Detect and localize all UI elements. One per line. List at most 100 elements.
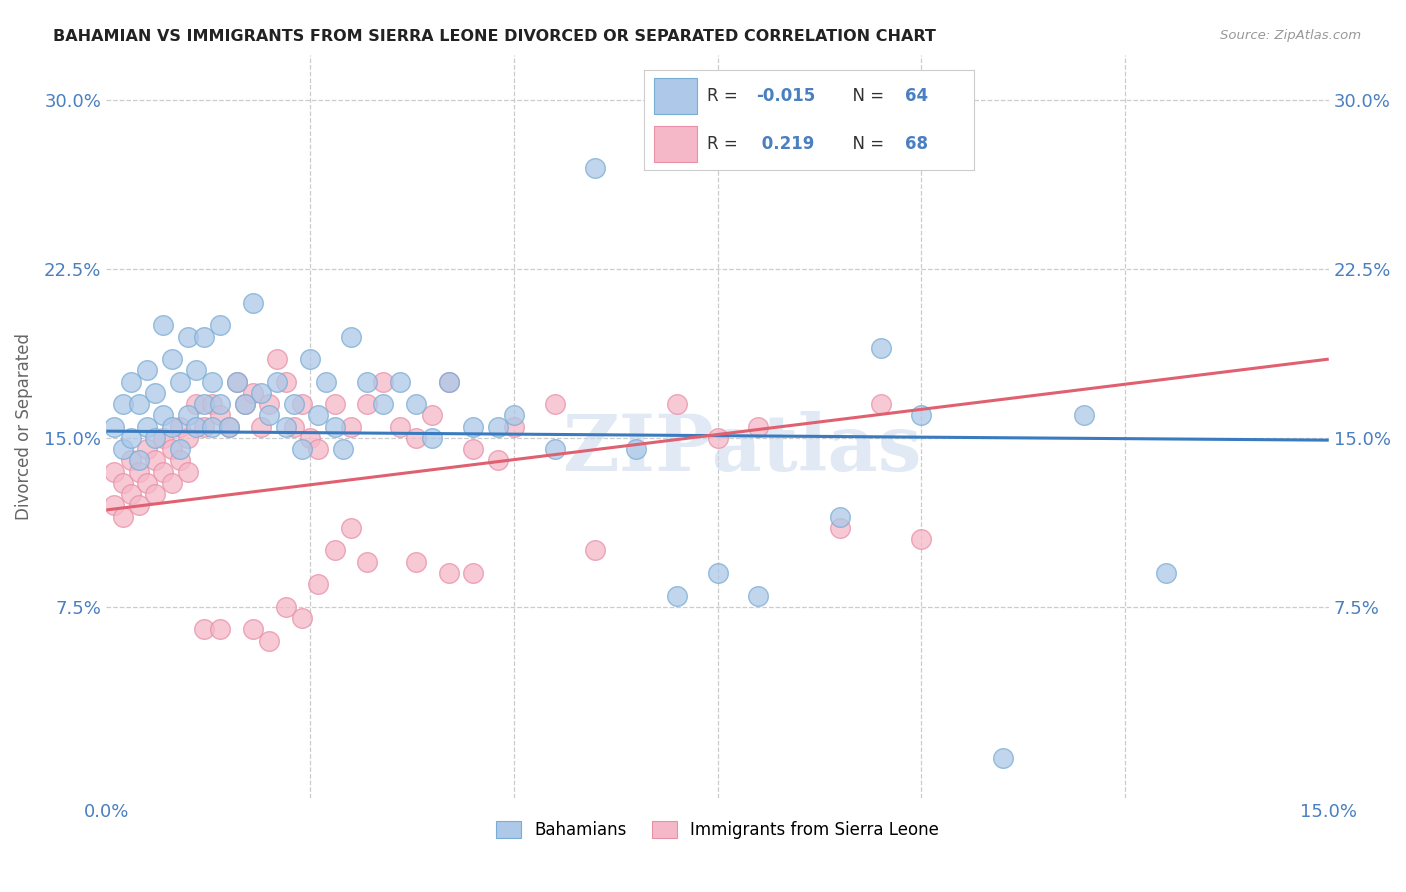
Point [128,453,150,467]
Point [437,375,460,389]
Legend: Bahamians, Immigrants from Sierra Leone: Bahamians, Immigrants from Sierra Leone [489,814,946,846]
Point [869,341,891,355]
Text: Source: ZipAtlas.com: Source: ZipAtlas.com [1220,29,1361,42]
Point [624,442,647,457]
Point [209,622,232,636]
Point [502,419,524,434]
Point [193,329,215,343]
Point [250,419,273,434]
Point [193,622,215,636]
Point [274,419,297,434]
Point [266,375,288,389]
Point [373,375,395,389]
Point [111,475,134,490]
Point [461,442,484,457]
Point [169,442,191,457]
Point [209,397,232,411]
Point [143,385,166,400]
Point [1073,409,1095,423]
Point [502,409,524,423]
Point [160,419,183,434]
Point [120,487,142,501]
Point [111,442,134,457]
Point [209,318,232,333]
Point [356,397,378,411]
Point [307,577,329,591]
Point [177,465,200,479]
Point [143,487,166,501]
Point [218,419,240,434]
Point [128,397,150,411]
Point [266,352,288,367]
Point [388,375,411,389]
Point [283,419,305,434]
Text: BAHAMIAN VS IMMIGRANTS FROM SIERRA LEONE DIVORCED OR SEPARATED CORRELATION CHART: BAHAMIAN VS IMMIGRANTS FROM SIERRA LEONE… [53,29,936,44]
Point [356,555,378,569]
Point [323,419,346,434]
Point [152,465,174,479]
Point [461,566,484,580]
Point [665,589,688,603]
Point [120,453,142,467]
Point [169,375,191,389]
Point [193,419,215,434]
Point [259,409,281,423]
Point [991,750,1014,764]
Point [177,329,200,343]
Point [583,543,606,558]
Point [160,475,183,490]
Point [340,419,363,434]
Point [177,431,200,445]
Point [747,419,769,434]
Point [111,509,134,524]
Point [225,375,247,389]
Point [184,419,207,434]
Point [420,409,443,423]
Point [543,442,565,457]
Point [136,475,159,490]
Point [209,409,232,423]
Point [315,375,337,389]
Text: ZIPatlas: ZIPatlas [562,411,922,487]
Point [461,419,484,434]
Point [143,431,166,445]
Point [160,442,183,457]
Point [420,431,443,445]
Point [405,431,427,445]
Point [299,352,322,367]
Point [184,363,207,377]
Point [437,566,460,580]
Point [184,397,207,411]
Point [340,329,363,343]
Point [233,397,256,411]
Point [665,397,688,411]
Point [225,375,247,389]
Y-axis label: Divorced or Separated: Divorced or Separated [15,333,32,520]
Point [405,555,427,569]
Point [583,161,606,175]
Point [136,363,159,377]
Point [828,521,851,535]
Point [283,397,305,411]
Point [291,397,314,411]
Point [828,509,851,524]
Point [128,499,150,513]
Point [152,431,174,445]
Point [120,375,142,389]
Point [543,397,565,411]
Point [437,375,460,389]
Point [242,295,264,310]
Point [340,521,363,535]
Point [160,352,183,367]
Point [103,465,125,479]
Point [291,611,314,625]
Point [486,453,509,467]
Point [136,442,159,457]
Point [152,318,174,333]
Point [274,599,297,614]
Point [910,409,932,423]
Point [259,633,281,648]
Point [910,533,932,547]
Point [747,589,769,603]
Point [869,397,891,411]
